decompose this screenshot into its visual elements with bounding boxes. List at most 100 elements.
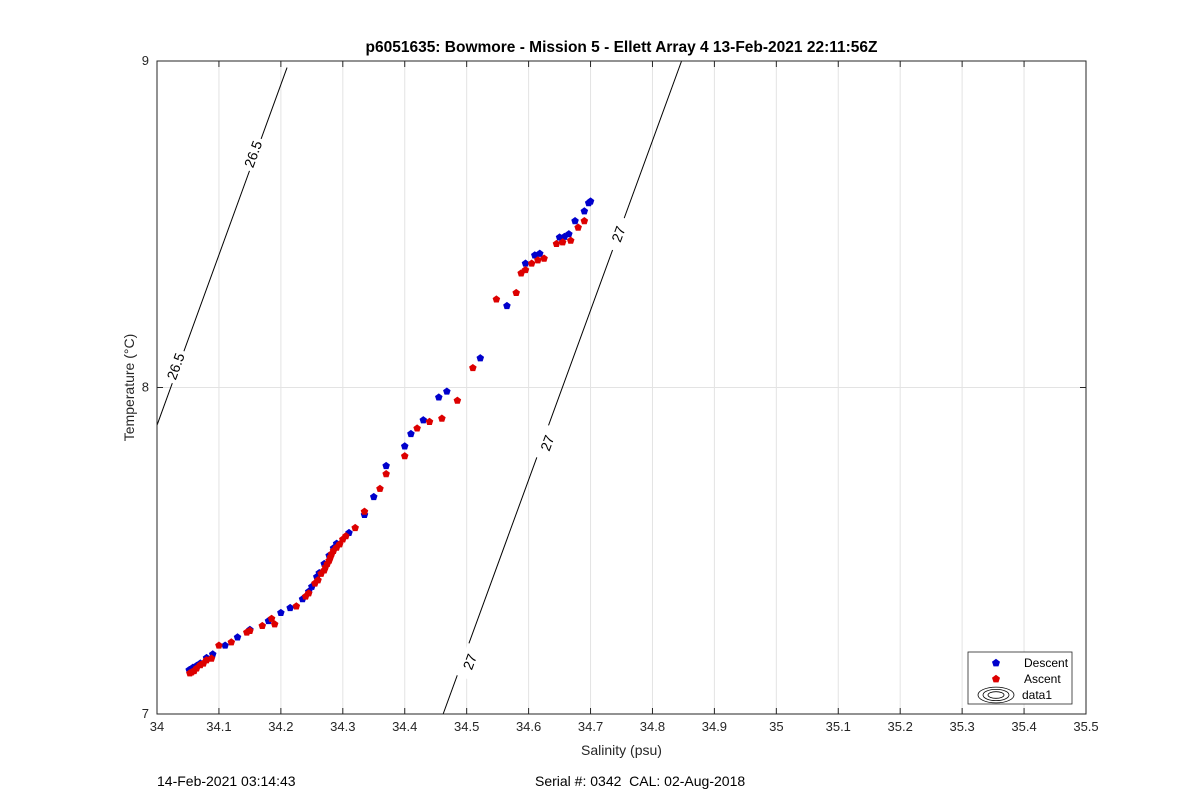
ascent-point bbox=[267, 614, 276, 622]
ascent-point bbox=[527, 259, 536, 267]
x-tick-label: 35 bbox=[769, 719, 783, 734]
ascent-point bbox=[376, 484, 384, 492]
contour-label-gap bbox=[456, 643, 484, 681]
descent-point bbox=[221, 641, 229, 649]
descent-point bbox=[580, 207, 589, 215]
ascent-point bbox=[382, 470, 390, 478]
ascent-point bbox=[534, 256, 542, 264]
y-tick-label: 8 bbox=[142, 380, 149, 395]
x-tick-label: 34.8 bbox=[640, 719, 665, 734]
legend-entry-ascent: Ascent bbox=[991, 672, 1061, 686]
y-tick-label: 7 bbox=[142, 706, 149, 721]
grid-lines bbox=[156, 60, 1087, 715]
legend-box bbox=[967, 651, 1073, 705]
ascent-point bbox=[492, 295, 501, 303]
legend-contour-symbol bbox=[977, 686, 1015, 704]
contour-label: 27 bbox=[533, 424, 561, 462]
ascent-point bbox=[227, 638, 236, 646]
legend-label: Ascent bbox=[1024, 672, 1061, 686]
contour-label-text: 27 bbox=[608, 224, 628, 244]
x-tick-label: 34 bbox=[150, 719, 164, 734]
ascent-point bbox=[246, 626, 254, 634]
y-tick-label: 9 bbox=[142, 53, 149, 68]
descent-point bbox=[586, 197, 595, 205]
contour-label-text: 26.5 bbox=[163, 351, 187, 382]
x-tick-label: 35.2 bbox=[888, 719, 913, 734]
x-axis-label: Salinity (psu) bbox=[581, 742, 662, 758]
descent-point bbox=[407, 429, 415, 438]
contour-label-gap bbox=[239, 135, 267, 173]
x-tick-label: 34.5 bbox=[454, 719, 479, 734]
contour-label-text: 26.5 bbox=[241, 138, 265, 169]
descent-point bbox=[233, 633, 242, 641]
ascent-point bbox=[270, 620, 279, 628]
x-tick-label: 34.9 bbox=[702, 719, 727, 734]
contour-label-text: 27 bbox=[537, 433, 557, 453]
x-tick-label: 35.3 bbox=[949, 719, 974, 734]
data-points bbox=[185, 197, 595, 677]
legend-marker bbox=[991, 658, 1001, 667]
contour-label-text: 27 bbox=[460, 652, 480, 672]
contour-line-27 bbox=[442, 61, 683, 714]
ascent-point bbox=[558, 238, 567, 246]
descent-point bbox=[286, 603, 294, 612]
ascent-point bbox=[566, 236, 575, 244]
x-tick-label: 34.6 bbox=[516, 719, 541, 734]
ascent-point bbox=[304, 589, 313, 597]
ascent-point bbox=[521, 265, 530, 274]
legend[interactable]: Descent Ascent data1 bbox=[967, 651, 1073, 705]
x-tick-label: 34.4 bbox=[392, 719, 417, 734]
descent-point bbox=[419, 416, 428, 424]
descent-point bbox=[535, 249, 544, 257]
x-tick-label: 34.7 bbox=[578, 719, 603, 734]
descent-point bbox=[382, 461, 390, 470]
ascent-point bbox=[425, 417, 434, 425]
ascent-point bbox=[314, 576, 322, 584]
ascent-point bbox=[360, 507, 369, 515]
descent-point bbox=[476, 354, 485, 362]
ascent-point bbox=[469, 363, 477, 372]
descent-point bbox=[369, 492, 378, 501]
contour-line-26-5 bbox=[157, 67, 288, 427]
chart-title: p6051635: Bowmore - Mission 5 - Ellett A… bbox=[366, 39, 879, 56]
contour-label: 26.5 bbox=[239, 135, 267, 173]
descent-point bbox=[443, 387, 451, 395]
descent-point bbox=[565, 230, 573, 238]
contour-label: 27 bbox=[605, 215, 632, 253]
ascent-point bbox=[400, 452, 409, 460]
footer-timestamp: 14-Feb-2021 03:14:43 bbox=[157, 773, 296, 789]
ascent-point bbox=[438, 414, 446, 422]
descent-point bbox=[400, 442, 409, 450]
legend-contour-symbol bbox=[982, 689, 1010, 701]
descent-point bbox=[503, 301, 511, 310]
contour-label-gap bbox=[533, 424, 561, 462]
x-tick-label: 35.1 bbox=[826, 719, 851, 734]
x-tick-label: 34.3 bbox=[330, 719, 355, 734]
y-axis-label: Temperature (°C) bbox=[121, 334, 137, 442]
ascent-point bbox=[215, 641, 223, 649]
x-tick-label: 34.2 bbox=[268, 719, 293, 734]
descent-point bbox=[435, 393, 443, 401]
axis-ticks: 34 34.1 34.2 34.3 34.4 34.5 34.6 34.7 34.8 34.9 35… bbox=[142, 53, 1099, 734]
contour-label-gap bbox=[605, 215, 632, 253]
ascent-point bbox=[552, 239, 561, 248]
legend-entry-data1: data1 bbox=[977, 686, 1052, 704]
descent-point bbox=[277, 608, 285, 617]
ascent-point bbox=[580, 217, 589, 225]
legend-label: data1 bbox=[1022, 688, 1052, 702]
contour-label: 27 bbox=[456, 643, 484, 681]
x-tick-label: 35.5 bbox=[1073, 719, 1098, 734]
ascent-point bbox=[258, 621, 267, 630]
descent-point bbox=[571, 217, 579, 225]
legend-label: Descent bbox=[1024, 656, 1069, 670]
ascent-point bbox=[413, 424, 421, 432]
ascent-point bbox=[574, 223, 582, 231]
ascent-point bbox=[207, 654, 216, 662]
contour-label: 26.5 bbox=[162, 347, 189, 385]
contour-label-gap bbox=[162, 347, 189, 385]
x-tick-label: 35.4 bbox=[1011, 719, 1036, 734]
ascent-point bbox=[351, 523, 359, 532]
legend-marker bbox=[991, 674, 1001, 683]
ascent-point bbox=[453, 396, 462, 404]
